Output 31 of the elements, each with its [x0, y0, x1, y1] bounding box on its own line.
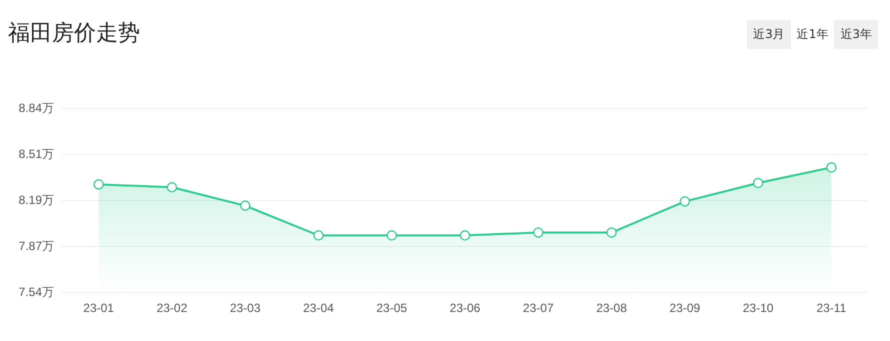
x-tick-label: 23-09 [669, 301, 700, 315]
y-tick-label: 8.51万 [18, 147, 54, 161]
point [386, 230, 397, 240]
point [313, 230, 324, 240]
point [240, 200, 250, 211]
y-tick-label: 7.87万 [18, 239, 54, 253]
text: 近1年 [790, 20, 834, 49]
point [753, 178, 764, 188]
x-tick-label: 23-03 [230, 301, 261, 315]
x-tick-label: 23-05 [376, 301, 408, 315]
x-tick-label: 23-07 [522, 301, 554, 315]
x-tick-label: 23-08 [596, 301, 628, 315]
x-tick-label: 23-01 [83, 301, 114, 315]
text: 近3年 [834, 20, 878, 49]
point [94, 179, 104, 190]
y-tick-label: 8.84万 [18, 101, 54, 115]
x-tick-label: 23-11 [816, 301, 847, 315]
point [460, 230, 470, 240]
point [166, 182, 178, 192]
x-tick-label: 23-04 [303, 301, 334, 315]
text: 近3月 [747, 20, 791, 49]
point [533, 227, 544, 238]
x-tick-label: 23-02 [156, 301, 188, 315]
x-tick-label: 23-10 [742, 301, 774, 315]
y-tick-label: 7.54万 [18, 285, 54, 299]
x-tick-label: 23-06 [450, 301, 481, 315]
chart-title: 福田房价走势 [8, 20, 140, 48]
point [826, 162, 836, 173]
point [680, 196, 690, 207]
y-tick-label: 8.19万 [18, 193, 54, 207]
point [606, 227, 617, 238]
